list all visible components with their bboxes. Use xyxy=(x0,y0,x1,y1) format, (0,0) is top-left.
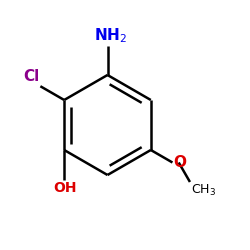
Text: NH$_2$: NH$_2$ xyxy=(94,26,126,45)
Text: O: O xyxy=(174,155,187,170)
Text: Cl: Cl xyxy=(23,69,39,84)
Text: OH: OH xyxy=(54,182,77,196)
Text: CH$_3$: CH$_3$ xyxy=(191,182,216,198)
